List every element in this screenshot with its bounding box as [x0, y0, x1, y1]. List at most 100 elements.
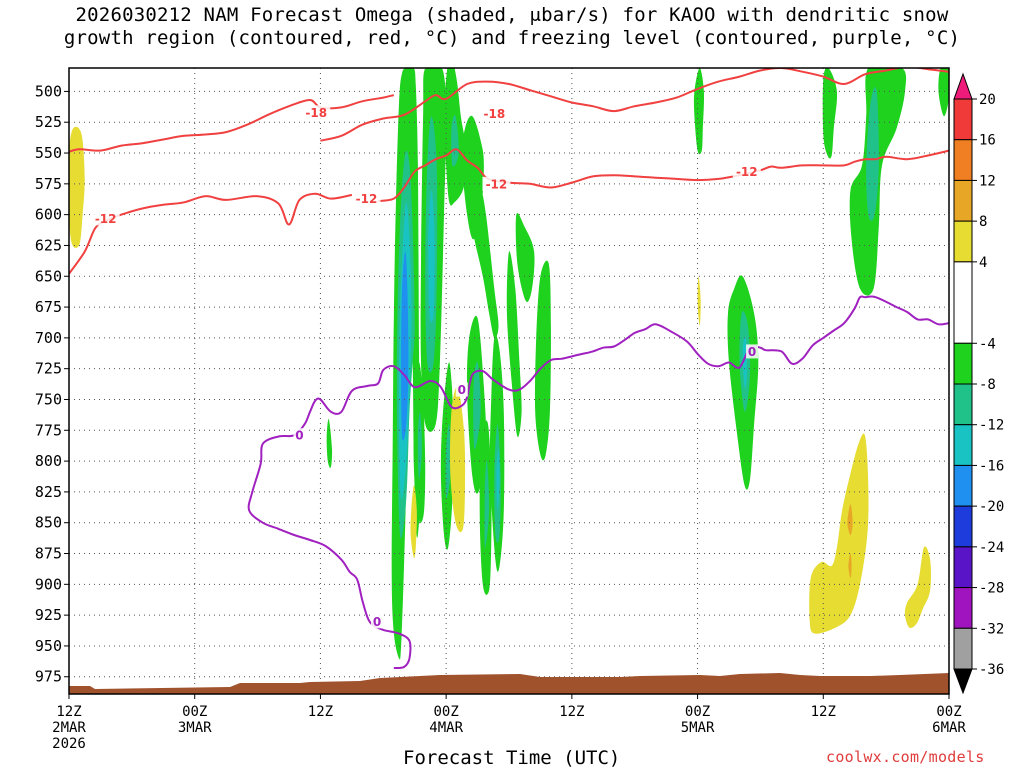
- x-tick-label: 3MAR: [178, 720, 212, 736]
- x-tick-label: 12Z: [308, 704, 333, 720]
- colorbar-label: -20: [979, 499, 1004, 515]
- colorbar-label: -16: [979, 458, 1004, 474]
- contour-label-bg: [455, 382, 468, 397]
- colorbar-bin-1: [953, 98, 973, 141]
- colorbar-bin-2: [953, 139, 973, 181]
- chart-title-line-2: growth region (contoured, red, °C) and f…: [63, 27, 961, 49]
- y-tick-label: 550: [35, 144, 62, 162]
- omega-region-16: [417, 411, 423, 480]
- x-tick-label: 00Z: [685, 704, 710, 720]
- contour-label-bg: [352, 191, 381, 206]
- contour-label: 0: [373, 615, 381, 629]
- y-tick-label: 600: [35, 206, 62, 224]
- omega-region-33: [938, 68, 949, 117]
- colorbar-label: 16: [979, 133, 996, 149]
- colorbar-bin-11: [953, 546, 973, 589]
- contour-label: -12: [486, 177, 508, 191]
- omega-region-30: [822, 68, 838, 159]
- omega-region-41: [904, 546, 932, 628]
- contour-label: 0: [748, 345, 756, 359]
- omega-region-6: [428, 190, 435, 323]
- x-tick-label: 00Z: [182, 704, 207, 720]
- contour-line-1: [69, 192, 353, 275]
- y-tick-label: 925: [35, 606, 62, 624]
- x-axis-title: Forecast Time (UTC): [403, 747, 621, 769]
- colorbar-cap-top: [953, 72, 973, 100]
- contour-label-bg: [482, 176, 511, 191]
- contour-line-3: [377, 148, 949, 203]
- x-tick-label: 12Z: [559, 704, 584, 720]
- contour-line-0: [320, 68, 949, 142]
- y-tick-label: 500: [35, 82, 62, 100]
- y-tick-label: 950: [35, 637, 62, 655]
- colorbar-label: -12: [979, 418, 1004, 434]
- omega-region-23: [326, 418, 333, 468]
- omega-region-29: [742, 336, 747, 389]
- y-tick-label: 700: [35, 329, 62, 347]
- omega-region-20: [484, 460, 490, 548]
- x-tick-label: 2026: [52, 736, 86, 752]
- colorbar-bin-7: [953, 383, 973, 426]
- omega-region-10: [472, 189, 499, 339]
- y-tick-label: 725: [35, 360, 62, 378]
- colorbar-label: 8: [979, 214, 987, 230]
- chart-title-line-1: 2026030212 NAM Forecast Omega (shaded, μ…: [75, 4, 949, 26]
- credit-link[interactable]: coolwx.com/models: [826, 748, 985, 766]
- contour-line-4: [247, 295, 949, 670]
- x-tick-label: 2MAR: [52, 720, 86, 736]
- y-tick-label: 875: [35, 545, 62, 563]
- colorbar-cap-bottom: [953, 668, 973, 695]
- contour-label-bg: [746, 344, 759, 359]
- omega-region-36: [410, 485, 417, 559]
- omega-region-35: [450, 386, 466, 533]
- omega-region-3: [401, 251, 409, 441]
- omega-region-38: [809, 433, 869, 634]
- y-tick-label: 850: [35, 514, 62, 532]
- omega-shading: [69, 68, 949, 660]
- contour-label-bg: [732, 164, 761, 179]
- y-tick-label: 900: [35, 575, 62, 593]
- colorbar: 20 16 12 8 4 -4 -8 -12 -16 -20 -24 -28 -32 -36: [953, 72, 1004, 695]
- omega-region-22: [473, 361, 481, 450]
- colorbar-bin-4: [953, 220, 973, 263]
- omega-region-40: [848, 553, 852, 579]
- y-tick-label: 825: [35, 483, 62, 501]
- contour-label: -12: [95, 212, 117, 226]
- omega-region-14: [496, 448, 500, 511]
- colorbar-label: 12: [979, 173, 996, 189]
- colorbar-label: -32: [979, 621, 1004, 637]
- y-axis: 500 525 550 575 600 625 650 675 700 725 750 775 800 8…: [35, 82, 69, 686]
- contour-labels: -18 -18 -12 -12 -12 -12 0 0 0 0: [91, 105, 761, 629]
- y-tick-label: 800: [35, 452, 62, 470]
- colorbar-label: 4: [979, 255, 987, 271]
- colorbar-bin-6: [953, 342, 973, 385]
- x-tick-label: 5MAR: [681, 720, 715, 736]
- y-tick-label: 775: [35, 421, 62, 439]
- x-tick-label: 12Z: [811, 704, 836, 720]
- y-tick-label: 625: [35, 236, 62, 254]
- colorbar-bin-13: [953, 627, 973, 670]
- omega-region-34: [69, 126, 85, 248]
- contour-label: 0: [295, 429, 303, 443]
- terrain-ground: [69, 673, 949, 694]
- colorbar-bin-5: [953, 261, 973, 344]
- colorbar-bin-10: [953, 505, 973, 548]
- contour-line-2: [69, 94, 395, 153]
- omega-region-11: [506, 251, 522, 438]
- omega-region-18: [445, 423, 451, 499]
- colorbar-bin-8: [953, 424, 973, 466]
- colorbar-label: -24: [979, 540, 1004, 556]
- colorbar-bin-9: [953, 464, 973, 507]
- x-tick-label: 12Z: [56, 704, 81, 720]
- y-tick-label: 750: [35, 390, 62, 408]
- contour-label-bg: [293, 428, 306, 443]
- colorbar-bin-12: [953, 587, 973, 629]
- y-tick-label: 675: [35, 298, 62, 316]
- colorbar-label: -4: [979, 336, 996, 352]
- x-tick-label: 00Z: [936, 704, 961, 720]
- contour-label: -18: [305, 106, 327, 120]
- omega-region-32: [866, 87, 879, 221]
- contour-label-bg: [91, 211, 120, 226]
- chart-title: 2026030212 NAM Forecast Omega (shaded, μ…: [0, 4, 1024, 50]
